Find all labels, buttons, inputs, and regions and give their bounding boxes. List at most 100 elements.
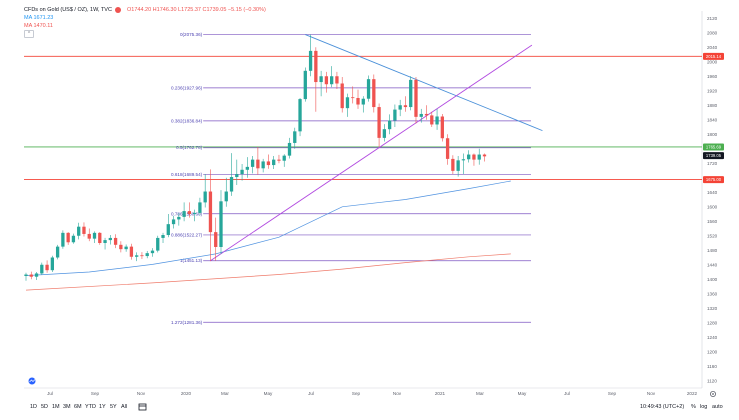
candle [45,260,49,273]
candle [108,235,112,245]
candle [256,146,260,175]
log-toggle[interactable]: log [700,404,708,410]
candle-body [435,116,439,125]
range-6m[interactable]: 6M [74,404,82,410]
chart-legend: CFDs on Gold (US$ / OZ), 1W, TVC O1744.2… [24,6,266,38]
range-5d[interactable]: 5D [41,404,49,410]
clock-time[interactable]: 10:49:43 (UTC+2) [640,404,685,410]
candle [187,202,192,218]
calendar-icon[interactable] [138,402,147,411]
candle-body [356,98,360,105]
ma2-value: 1470.11 [33,23,53,29]
ascending-trendline [210,44,533,262]
candle-body [340,83,344,109]
price-badge-text: 1675.00 [706,177,722,182]
candle-body [219,201,223,247]
candle-body [108,237,112,241]
price-badge: 2015.14 [703,52,724,60]
candle-body [477,154,481,160]
candle-body [150,250,155,254]
candle [445,134,450,165]
candle [335,71,339,89]
candle-body [345,97,350,109]
y-tick-label: 1720 [707,161,718,166]
candle-body [135,255,139,257]
candle [203,174,207,208]
candle [103,237,107,250]
candle [24,272,28,281]
range-ytd[interactable]: YTD [85,404,96,410]
candle [293,127,297,149]
candle-body [451,158,455,171]
collapse-legend-button[interactable]: ^ [24,30,34,38]
candle-body [377,107,381,138]
candle-body [145,253,149,257]
range-1m[interactable]: 1M [52,404,60,410]
candle [482,153,487,162]
fib-level-label: 1(1451.13) [180,258,203,263]
candle-body [409,79,413,108]
candle [245,157,249,178]
candle-body [24,274,28,276]
candle-body [256,159,260,169]
candle [314,47,318,112]
x-tick-label: Nov [647,391,656,396]
candle [409,76,413,111]
range-5y[interactable]: 5Y [110,404,117,410]
x-tick-label: Nov [393,391,402,396]
fib-level-label: 0(2075.36) [180,32,203,37]
price-badge: 1765.69 [703,143,724,151]
y-tick-label: 1480 [707,248,718,253]
candle-body [266,161,271,166]
range-3m[interactable]: 3M [63,404,71,410]
candle [419,108,423,123]
candle [261,158,265,173]
candle-body [361,98,365,105]
chart-title: CFDs on Gold (US$ / OZ), 1W, TVC [24,7,112,13]
candle [282,154,286,167]
candle-body [314,50,318,83]
candle-body [87,233,91,239]
candle-body [351,97,355,99]
candle [198,197,202,216]
candle-body [50,257,54,271]
y-tick-label: 1120 [707,378,717,383]
candle [472,153,476,166]
y-tick-label: 1320 [707,306,718,311]
range-1y[interactable]: 1Y [99,404,106,410]
y-tick-label: 1960 [707,74,718,79]
candle-body [445,138,450,159]
candle-body [303,70,307,100]
candle-body [393,109,397,121]
y-tick-label: 1200 [707,349,718,354]
candle [66,232,70,245]
candle [214,217,218,261]
candle-body [182,211,186,217]
candle [477,148,481,165]
logo-mark [29,379,36,383]
y-tick-label: 1600 [707,204,718,209]
candle [398,99,402,117]
percent-toggle[interactable]: % [691,404,696,410]
range-all[interactable]: All [121,404,128,410]
candle-body [324,76,329,85]
auto-toggle[interactable]: auto [712,404,723,410]
gear-center [712,393,714,395]
candle-body [66,232,70,243]
candle [113,234,118,249]
x-tick-label: May [518,391,527,396]
candle-body [40,264,44,274]
candle-body [192,212,197,214]
x-tick-label: Mar [221,391,229,396]
y-tick-label: 2080 [707,30,718,35]
candle-body [482,154,487,157]
range-1d[interactable]: 1D [30,404,38,410]
settings-gear-icon[interactable] [710,390,717,397]
candle-body [335,76,339,84]
x-tick-label: Jul [308,391,314,396]
candle [87,228,91,242]
candle-body [398,105,402,110]
candle-body [287,142,292,156]
